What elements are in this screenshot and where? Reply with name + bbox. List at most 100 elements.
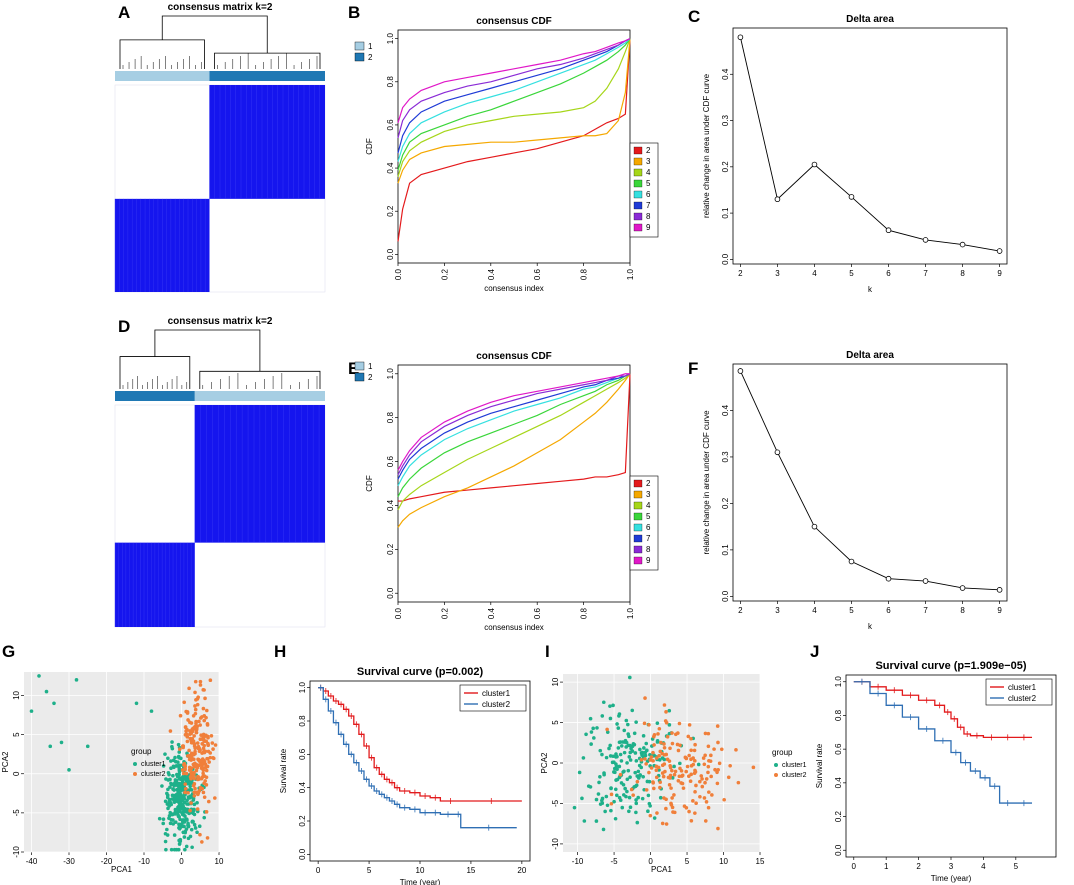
point-cluster2 bbox=[168, 729, 173, 733]
x-tick-label: -20 bbox=[101, 857, 113, 866]
point-cluster1 bbox=[177, 750, 182, 754]
delta-point-k2 bbox=[737, 368, 744, 374]
point-cluster2 bbox=[183, 732, 188, 737]
point-cluster2 bbox=[667, 783, 672, 787]
point-cluster1 bbox=[197, 824, 202, 829]
point-cluster2 bbox=[688, 779, 693, 784]
point-cluster1 bbox=[623, 786, 627, 791]
point-cluster1 bbox=[594, 819, 599, 823]
point-cluster1 bbox=[185, 798, 189, 803]
point-cluster1 bbox=[173, 810, 178, 815]
point-cluster2 bbox=[204, 733, 208, 738]
point-cluster2 bbox=[687, 753, 691, 758]
point-cluster1 bbox=[622, 750, 627, 755]
point-cluster2 bbox=[185, 739, 190, 744]
point-cluster2 bbox=[187, 768, 192, 772]
point-cluster1 bbox=[161, 817, 166, 821]
y-axis-label: CDF bbox=[365, 138, 374, 155]
point-cluster2 bbox=[208, 755, 213, 760]
legend-swatch bbox=[633, 212, 643, 221]
dendrogram-right bbox=[214, 52, 321, 69]
point-cluster2 bbox=[183, 725, 188, 729]
point-cluster1 bbox=[600, 714, 605, 718]
point-cluster1 bbox=[608, 716, 613, 721]
delta-point-k6 bbox=[885, 575, 892, 582]
point-cluster2 bbox=[198, 832, 202, 837]
point-cluster1 bbox=[161, 821, 166, 826]
point-cluster2 bbox=[664, 710, 668, 714]
point-outlier bbox=[74, 678, 79, 682]
point-cluster2 bbox=[647, 722, 651, 727]
legend-swatch bbox=[633, 190, 643, 199]
point-outlier bbox=[59, 740, 64, 745]
point-cluster1 bbox=[635, 820, 640, 825]
point-cluster2 bbox=[680, 781, 685, 786]
point-cluster1 bbox=[176, 754, 181, 759]
point-cluster1 bbox=[572, 805, 577, 810]
point-outlier bbox=[48, 744, 53, 749]
point-cluster2 bbox=[692, 748, 697, 753]
point-cluster2 bbox=[631, 793, 636, 797]
point-cluster1 bbox=[609, 808, 613, 813]
cluster-bar-left bbox=[115, 391, 195, 401]
point-cluster2 bbox=[698, 779, 702, 784]
point-cluster1 bbox=[639, 751, 644, 755]
cdf-line-k7 bbox=[397, 373, 631, 480]
point-cluster2 bbox=[657, 726, 662, 731]
y-tick-label: 0.4 bbox=[721, 404, 730, 416]
point-cluster2 bbox=[201, 750, 206, 755]
point-outlier bbox=[149, 709, 154, 713]
legend-swatch bbox=[633, 479, 643, 488]
legend-swatch-1 bbox=[354, 361, 365, 371]
point-cluster1 bbox=[670, 776, 675, 780]
dendrogram-left bbox=[119, 356, 191, 389]
point-cluster2 bbox=[689, 736, 693, 741]
point-cluster2 bbox=[715, 768, 719, 773]
point-cluster2 bbox=[193, 711, 198, 716]
delta-point-k4 bbox=[811, 161, 818, 168]
point-cluster2 bbox=[201, 771, 205, 776]
legend-label: 7 bbox=[646, 534, 651, 543]
point-cluster1 bbox=[163, 799, 168, 804]
y-tick-label: 5 bbox=[551, 720, 560, 725]
x-tick-label: 0.2 bbox=[440, 268, 449, 280]
point-cluster1 bbox=[184, 827, 189, 831]
x-axis-label: consensus index bbox=[484, 284, 544, 293]
x-tick-label: 9 bbox=[997, 606, 1002, 615]
x-tick-label: 0 bbox=[316, 866, 321, 875]
point-cluster2 bbox=[193, 707, 198, 712]
point-cluster2 bbox=[192, 725, 196, 730]
point-cluster1 bbox=[604, 755, 609, 760]
y-tick-label: -10 bbox=[551, 838, 560, 850]
point-cluster2 bbox=[664, 822, 669, 826]
y-tick-label: 0.6 bbox=[386, 455, 395, 467]
point-cluster1 bbox=[608, 754, 613, 758]
point-cluster2 bbox=[689, 748, 693, 753]
point-cluster2 bbox=[736, 780, 741, 785]
y-tick-label: 0.0 bbox=[386, 587, 395, 599]
point-cluster1 bbox=[628, 750, 633, 755]
point-cluster2 bbox=[716, 740, 720, 745]
point-cluster2 bbox=[196, 775, 201, 779]
point-cluster2 bbox=[205, 836, 210, 840]
plot-frame bbox=[732, 363, 1008, 602]
point-cluster2 bbox=[207, 760, 211, 764]
point-cluster2 bbox=[208, 678, 213, 682]
cdf-line-k2 bbox=[397, 38, 631, 242]
point-cluster2 bbox=[655, 811, 659, 815]
point-cluster1 bbox=[580, 796, 584, 801]
legend-dot-cluster2 bbox=[774, 773, 778, 777]
pca-scatter-g: -40 -30 -20 -10 0 10 -10 -5 0 5 10 PCA1 PCA2 group clu… bbox=[1, 672, 224, 874]
x-tick-label: 0 bbox=[648, 857, 653, 866]
point-cluster1 bbox=[172, 781, 176, 786]
point-cluster1 bbox=[177, 814, 181, 819]
legend-swatch-2 bbox=[354, 52, 365, 62]
point-cluster2 bbox=[195, 697, 200, 701]
point-cluster2 bbox=[659, 740, 663, 745]
point-cluster2 bbox=[182, 762, 186, 767]
cdf-line-k4 bbox=[397, 38, 631, 177]
chart-title: Survival curve (p=1.909e−05) bbox=[875, 660, 1026, 672]
point-cluster1 bbox=[173, 755, 177, 760]
point-cluster1 bbox=[612, 760, 616, 765]
point-cluster2 bbox=[197, 749, 202, 754]
